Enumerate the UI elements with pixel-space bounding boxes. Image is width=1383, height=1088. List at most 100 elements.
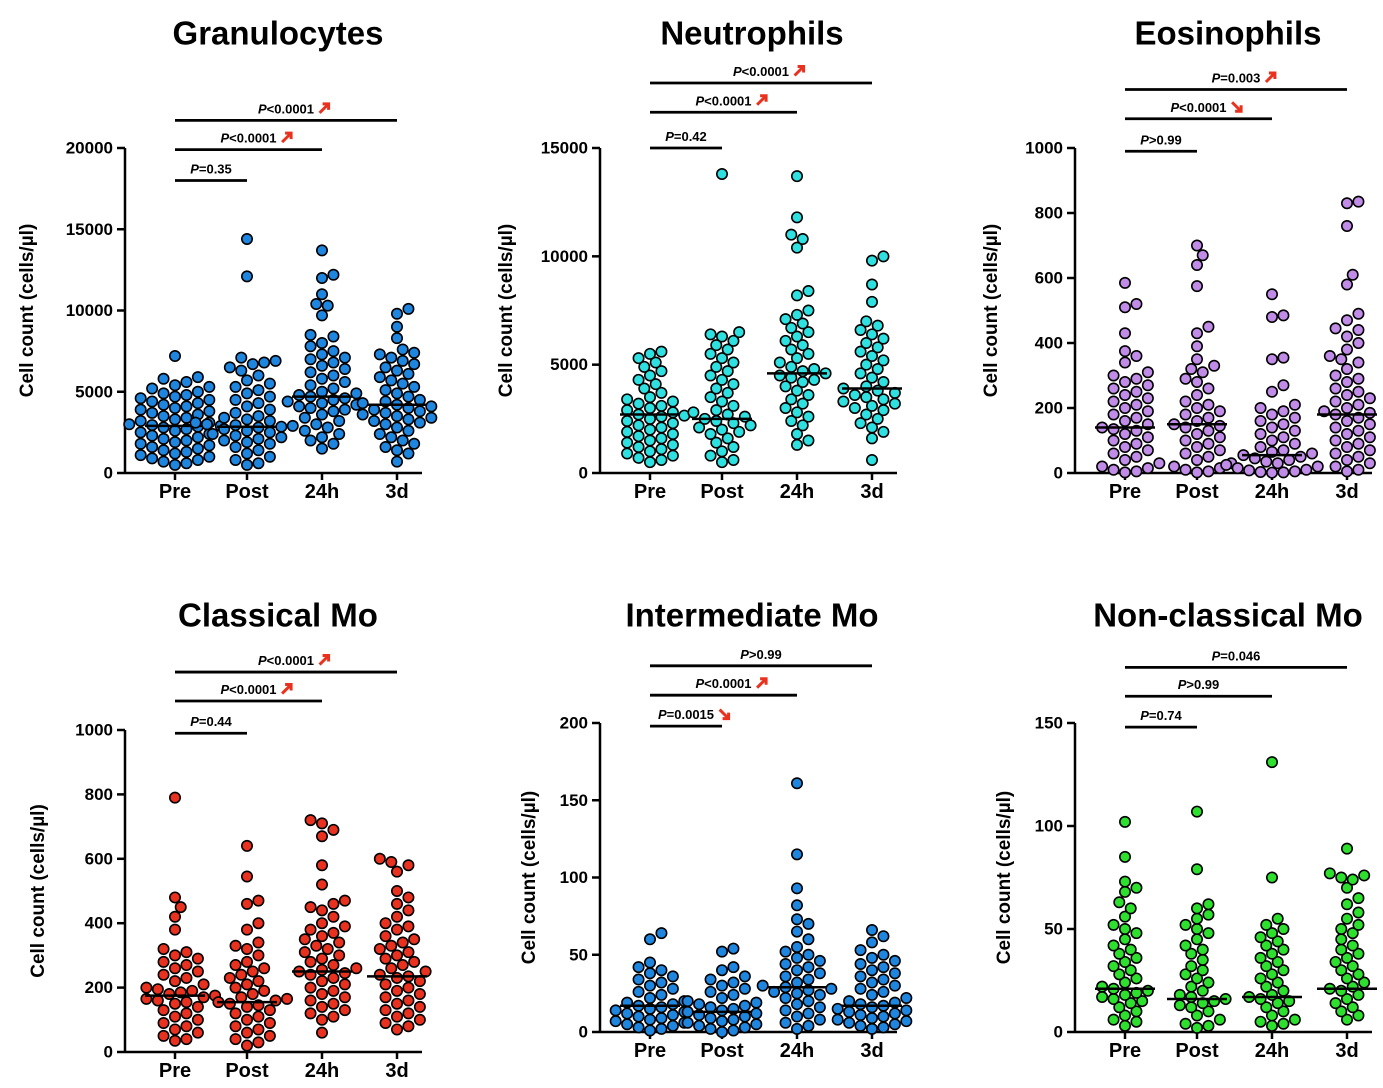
data-point xyxy=(191,453,204,466)
data-point xyxy=(252,410,265,423)
data-point xyxy=(1130,398,1143,411)
data-point xyxy=(191,397,204,410)
data-point xyxy=(402,1020,415,1033)
arrow-up-right-icon xyxy=(756,94,768,106)
data-point xyxy=(390,455,403,468)
data-point xyxy=(241,458,254,471)
data-point xyxy=(315,397,328,410)
data-point xyxy=(865,1022,878,1035)
data-point xyxy=(1119,414,1132,427)
data-point xyxy=(1141,431,1154,444)
data-point xyxy=(1352,323,1365,336)
data-point xyxy=(191,371,204,384)
data-point xyxy=(169,413,182,426)
data-point xyxy=(315,1013,328,1026)
data-point xyxy=(1119,276,1132,289)
data-point xyxy=(655,976,668,989)
data-point xyxy=(379,930,392,943)
data-point xyxy=(727,961,740,974)
data-point xyxy=(1341,951,1354,964)
data-point xyxy=(191,442,204,455)
data-point xyxy=(1113,968,1126,981)
data-point xyxy=(425,400,438,413)
data-point xyxy=(134,392,147,405)
data-point xyxy=(649,378,662,391)
data-point xyxy=(1173,999,1186,1012)
data-point xyxy=(241,1039,254,1052)
data-point xyxy=(413,405,426,418)
data-point xyxy=(1352,195,1365,208)
data-point xyxy=(727,976,740,989)
p-value-label: P<0.0001 xyxy=(258,101,314,116)
data-point xyxy=(1220,458,1233,471)
data-point xyxy=(813,954,826,967)
data-point xyxy=(1329,395,1342,408)
significance-bracket: P<0.0001 xyxy=(650,676,797,697)
x-tick-label-post: Post xyxy=(700,481,744,503)
data-point xyxy=(197,978,210,991)
data-point xyxy=(621,1007,634,1020)
data-point xyxy=(1185,960,1198,973)
y-tick-label: 10000 xyxy=(541,247,588,266)
data-point xyxy=(877,1010,890,1023)
data-point xyxy=(385,962,398,975)
data-point xyxy=(704,391,717,404)
data-point xyxy=(1107,1013,1120,1026)
data-point xyxy=(621,1018,634,1031)
data-point xyxy=(655,453,668,466)
data-point xyxy=(865,295,878,308)
data-point xyxy=(1124,964,1137,977)
data-point xyxy=(1266,947,1279,960)
data-point xyxy=(1352,1009,1365,1022)
data-point xyxy=(790,913,803,926)
data-point xyxy=(1179,434,1192,447)
data-point xyxy=(390,1023,403,1036)
data-point xyxy=(1202,398,1215,411)
data-point xyxy=(1130,297,1143,310)
data-point xyxy=(1341,993,1354,1006)
data-point xyxy=(408,380,421,393)
y-tick-label: 400 xyxy=(85,914,113,933)
data-point xyxy=(738,999,751,1012)
data-point xyxy=(1185,990,1198,1003)
x-tick-label-3d: 3d xyxy=(385,481,408,503)
data-point xyxy=(157,1029,170,1042)
data-point xyxy=(1352,947,1365,960)
data-point xyxy=(871,319,884,332)
data-point xyxy=(1277,418,1290,431)
data-point xyxy=(310,418,323,431)
data-point xyxy=(315,817,328,830)
data-point xyxy=(385,351,398,364)
data-point xyxy=(643,369,656,382)
data-point xyxy=(1119,1019,1132,1032)
data-point xyxy=(727,440,740,453)
data-point xyxy=(733,326,746,339)
data-point xyxy=(681,995,694,1008)
data-point xyxy=(1352,398,1365,411)
data-point xyxy=(854,1009,867,1022)
data-point xyxy=(802,388,815,401)
data-point xyxy=(338,1004,351,1017)
p-value-label: P=0.44 xyxy=(190,714,232,729)
data-point xyxy=(338,967,351,980)
data-point xyxy=(655,1022,668,1035)
data-point xyxy=(379,440,392,453)
data-point xyxy=(1119,922,1132,935)
data-point xyxy=(1266,288,1279,301)
data-point xyxy=(710,382,723,395)
data-point xyxy=(134,426,147,439)
data-point xyxy=(390,444,403,457)
data-point xyxy=(1130,881,1143,894)
data-point xyxy=(693,421,706,434)
data-point xyxy=(854,970,867,983)
data-point xyxy=(390,997,403,1010)
significance-bracket: P=0.046 xyxy=(1125,648,1347,669)
data-point xyxy=(710,339,723,352)
data-point xyxy=(860,408,873,421)
data-point xyxy=(1196,249,1209,262)
y-tick-label: 50 xyxy=(569,945,588,964)
data-point xyxy=(655,964,668,977)
data-point xyxy=(1196,943,1209,956)
data-point xyxy=(191,385,204,398)
data-point xyxy=(402,413,415,426)
